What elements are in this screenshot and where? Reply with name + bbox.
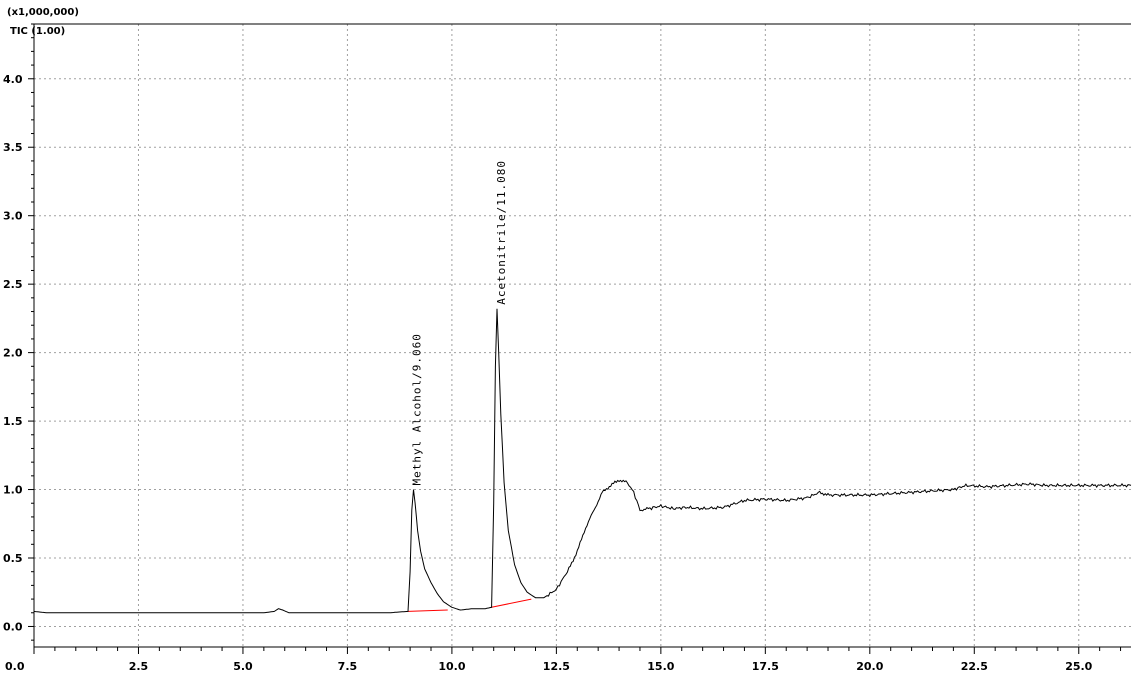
integration-baselines xyxy=(408,598,532,612)
y-tick-label: 3.5 xyxy=(3,141,23,154)
x-tick-label: 22.5 xyxy=(961,660,988,673)
integration-baseline xyxy=(491,598,532,608)
scale-label: (x1,000,000) xyxy=(7,7,79,18)
x-tick-label: 2.5 xyxy=(129,660,149,673)
y-tick-label: 1.0 xyxy=(3,484,23,497)
tick-labels: 0.0 0.5 1.0 1.5 2.0 2.5 3.0 3.5 4.0 0.0 2.5 5.0 7.5 1… xyxy=(3,73,1093,673)
x-tick-label: 17.5 xyxy=(752,660,779,673)
y-tick-label: 4.0 xyxy=(3,73,23,86)
x-tick-label: 7.5 xyxy=(338,660,358,673)
axes xyxy=(28,23,1131,654)
tic-trace-line xyxy=(33,308,1132,614)
x-tick-label: 20.0 xyxy=(856,660,883,673)
y-tick-label: 1.5 xyxy=(3,415,23,428)
integration-baseline xyxy=(408,609,448,612)
peak-annotation: Methyl Alcohol/9.060 xyxy=(411,333,424,485)
grid-lines xyxy=(34,24,1131,647)
y-tick-label: 0.5 xyxy=(3,552,23,565)
peak-annotations: Methyl Alcohol/9.060 Acetonitrile/11.080 xyxy=(411,160,508,486)
tic-trace xyxy=(33,308,1132,614)
trace-label: TIC (1.00) xyxy=(10,26,65,37)
x-tick-label: 10.0 xyxy=(438,660,465,673)
peak-annotation: Acetonitrile/11.080 xyxy=(495,160,508,305)
x-tick-label: 25.0 xyxy=(1065,660,1092,673)
x-tick-label: 12.5 xyxy=(543,660,570,673)
y-tick-label: 3.0 xyxy=(3,210,23,223)
x-tick-label: 15.0 xyxy=(647,660,674,673)
x-tick-label: 0.0 xyxy=(5,660,25,673)
y-tick-label: 2.0 xyxy=(3,347,23,360)
y-tick-label: 0.0 xyxy=(3,620,23,633)
x-tick-label: 5.0 xyxy=(233,660,253,673)
y-tick-label: 2.5 xyxy=(3,278,23,291)
